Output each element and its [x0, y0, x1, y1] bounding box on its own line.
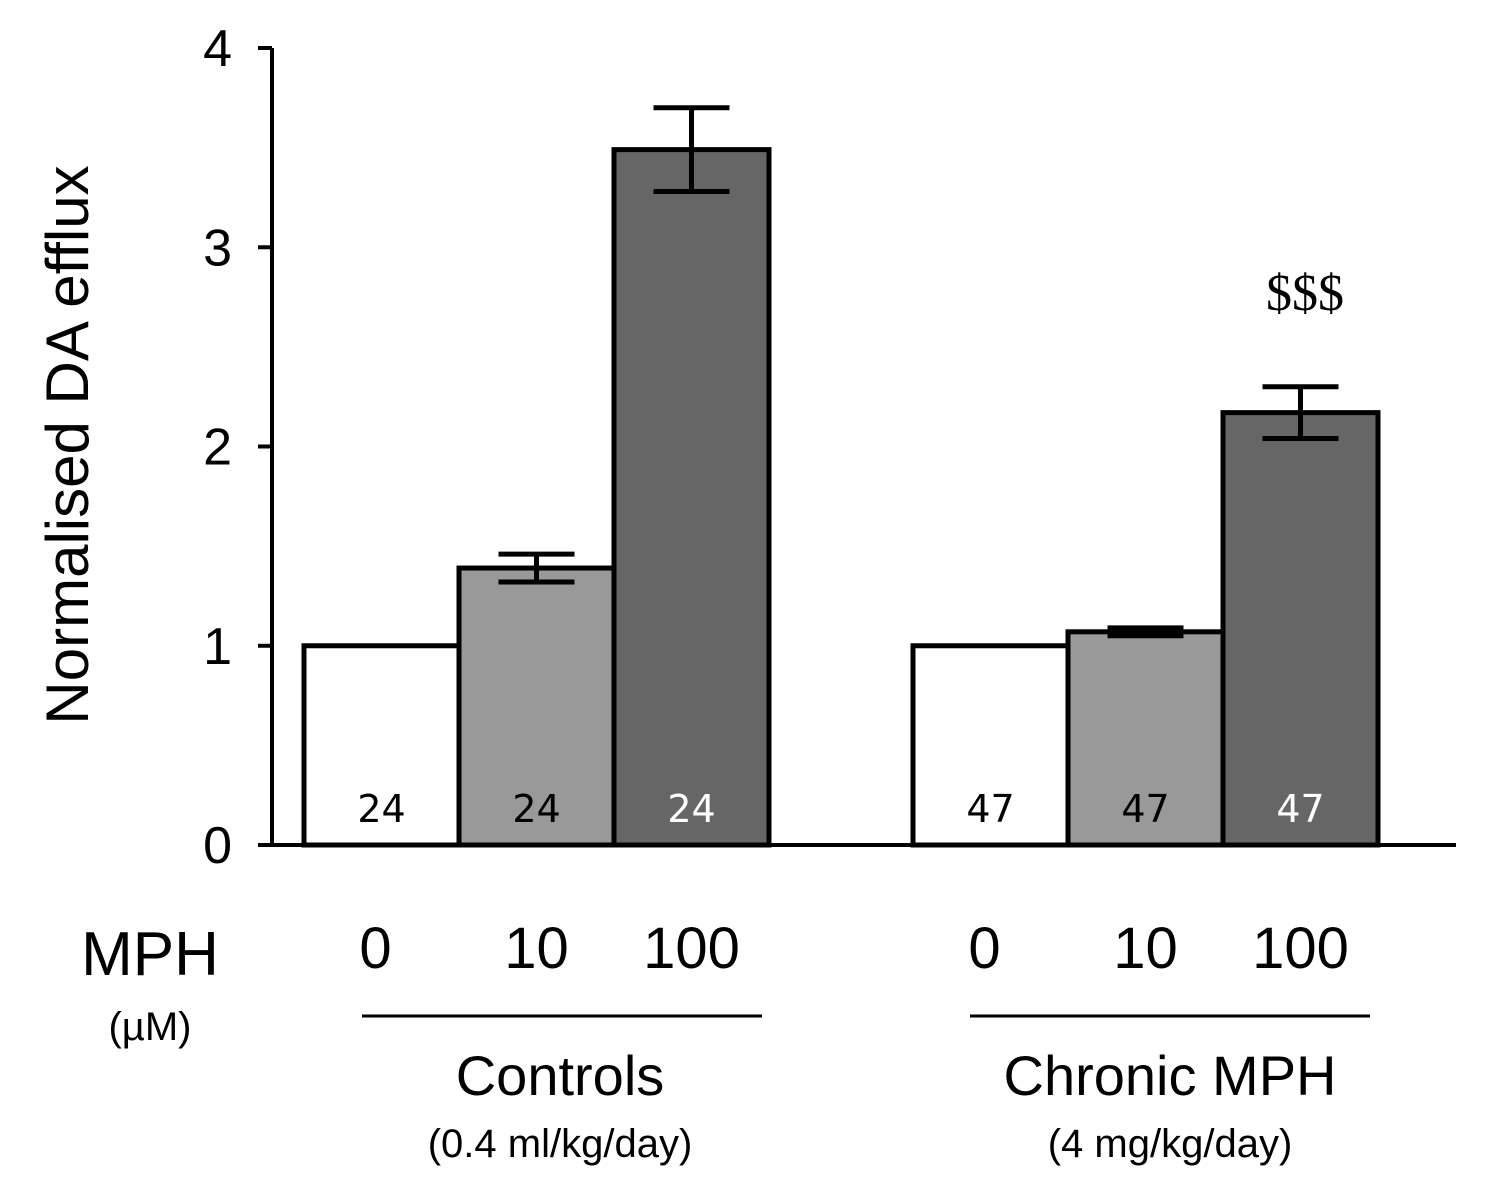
bar — [1220, 410, 1381, 848]
labels: Normalised DA efflux MPH (µM) Controls (… — [34, 165, 1370, 1166]
dose-label: 0 — [968, 916, 1000, 981]
y-tick-label: 3 — [203, 219, 232, 277]
bar — [301, 643, 462, 848]
n-label: 24 — [357, 787, 405, 831]
n-label: 24 — [512, 787, 560, 831]
group-label-chronic: Chronic MPH — [1004, 1044, 1337, 1107]
dose-label: 100 — [1252, 916, 1349, 981]
axes: 0 1 2 3 4 — [203, 20, 1456, 875]
significance-annotation: $$$ — [1266, 265, 1344, 322]
group-sublabel-controls: (0.4 ml/kg/day) — [428, 1122, 693, 1166]
y-tick-label: 2 — [203, 419, 232, 477]
y-tick-label: 4 — [203, 20, 232, 78]
y-tick-label: 1 — [203, 618, 232, 676]
y-axis-label: Normalised DA efflux — [34, 165, 101, 724]
n-label: 47 — [1276, 787, 1324, 831]
x-axis-label: MPH — [81, 920, 219, 989]
n-label: 47 — [966, 787, 1014, 831]
bars-layer — [301, 105, 1381, 848]
bar — [611, 147, 772, 848]
group-sublabel-chronic: (4 mg/kg/day) — [1048, 1122, 1293, 1166]
x-axis-unit: (µM) — [108, 1005, 191, 1049]
bar — [456, 565, 617, 848]
dose-label: 100 — [643, 916, 740, 981]
y-tick-label: 0 — [203, 817, 232, 875]
n-label: 47 — [1121, 787, 1169, 831]
dose-label: 0 — [359, 916, 391, 981]
group-label-controls: Controls — [456, 1044, 665, 1107]
n-label: 24 — [667, 787, 715, 831]
dose-label: 10 — [1113, 916, 1178, 981]
dose-label: 10 — [504, 916, 569, 981]
